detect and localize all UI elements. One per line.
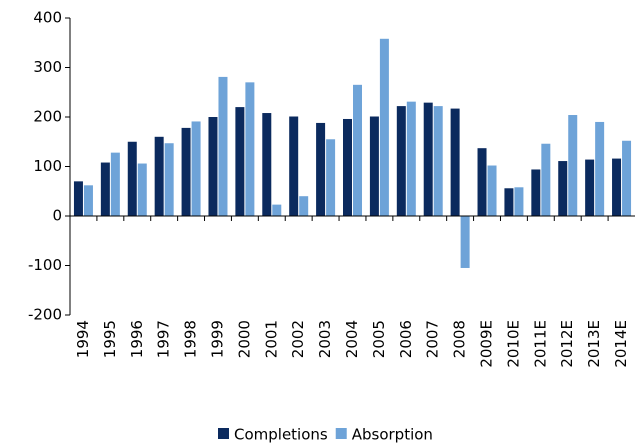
x-tick-label: 2000 [235, 320, 253, 358]
x-tick-label: 2008 [451, 320, 469, 358]
x-tick-label: 1998 [182, 320, 200, 358]
bar [262, 113, 272, 216]
legend-swatch [335, 428, 347, 439]
x-tick-label: 2002 [289, 320, 307, 358]
bar [289, 116, 299, 216]
bar [127, 141, 137, 216]
bar [541, 143, 551, 216]
y-tick-label: 100 [33, 157, 62, 175]
x-tick-label: 2001 [262, 320, 280, 358]
bar [326, 139, 336, 216]
bar [316, 122, 326, 216]
legend-label: Absorption [352, 426, 433, 444]
bar [612, 158, 622, 216]
x-tick-label: 1994 [74, 320, 92, 358]
bar [272, 204, 282, 216]
bar [477, 148, 487, 216]
bar [379, 38, 389, 216]
bar [83, 185, 93, 216]
bar [396, 106, 406, 216]
x-tick-label: 2013E [585, 320, 603, 368]
bar [154, 136, 164, 216]
bar [450, 108, 460, 216]
legend-label: Completions [234, 426, 328, 444]
bar [460, 216, 470, 268]
bar [343, 118, 352, 216]
x-tick-label: 1997 [155, 320, 173, 358]
bar [568, 115, 578, 216]
y-tick-label: 0 [52, 207, 62, 225]
x-tick-label: 1999 [208, 320, 226, 358]
x-tick-label: 1996 [128, 320, 146, 358]
bar [164, 143, 174, 216]
x-tick-label: 2010E [504, 320, 522, 368]
bar [585, 159, 595, 216]
bar [423, 102, 433, 216]
bar [235, 107, 245, 216]
x-tick-label: 2014E [612, 320, 630, 368]
x-tick-label: 2011E [531, 320, 549, 368]
bar [504, 188, 514, 216]
bar [218, 76, 228, 216]
bar [110, 152, 120, 216]
bar [558, 161, 568, 216]
bar [406, 101, 416, 216]
bar [487, 165, 497, 216]
bar [514, 187, 524, 216]
bar [353, 84, 362, 216]
x-tick-label: 2012E [558, 320, 576, 368]
y-tick-label: -200 [28, 306, 62, 324]
x-tick-label: 2007 [424, 320, 442, 358]
x-tick-label: 2005 [370, 320, 388, 358]
y-tick-label: 200 [33, 108, 62, 126]
bar [531, 169, 541, 216]
bar [191, 121, 201, 216]
bar [299, 196, 309, 216]
y-tick-label: 300 [33, 58, 62, 76]
bar [433, 106, 443, 216]
bar [181, 127, 191, 216]
legend-swatch [218, 428, 229, 439]
bar [100, 162, 110, 216]
bar [622, 140, 632, 216]
bar [245, 82, 255, 216]
y-tick-label: -100 [28, 256, 62, 274]
x-tick-label: 2006 [397, 320, 415, 358]
bar [208, 117, 218, 216]
y-tick-label: 400 [33, 9, 62, 27]
x-tick-label: 2004 [343, 320, 361, 358]
x-tick-label: 1995 [101, 320, 119, 358]
bar [73, 181, 83, 216]
bar [369, 116, 379, 216]
x-tick-label: 2009E [478, 320, 496, 368]
bar [595, 121, 605, 216]
bar [137, 163, 147, 216]
x-tick-label: 2003 [316, 320, 334, 358]
